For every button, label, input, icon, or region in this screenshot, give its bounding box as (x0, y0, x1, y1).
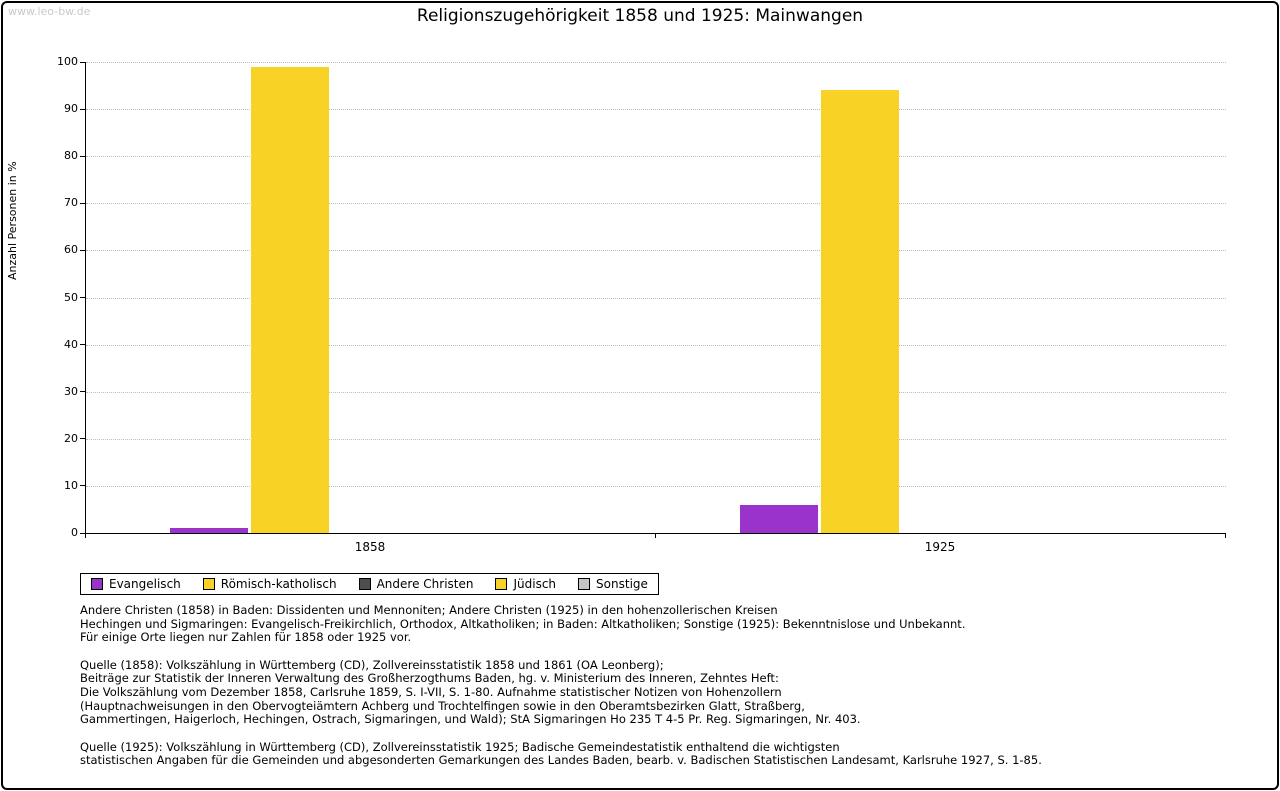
gridline (86, 203, 1226, 205)
y-axis-tick (80, 61, 85, 63)
y-tick-label: 40 (64, 337, 78, 351)
y-tick-label: 70 (64, 196, 78, 210)
legend-item: Sonstige (578, 577, 648, 591)
y-tick-label: 50 (64, 290, 78, 304)
y-axis-label: Anzahl Personen in % (6, 161, 19, 280)
bar-evangelisch-1858 (170, 528, 248, 533)
y-tick-label: 10 (64, 478, 78, 492)
y-axis-tick (80, 108, 85, 110)
y-axis-tick (80, 532, 85, 534)
y-axis-tick (80, 297, 85, 298)
y-axis-tick (80, 344, 85, 346)
x-axis-tick (655, 534, 656, 538)
gridline (86, 438, 1226, 440)
x-tick-label: 1858 (354, 540, 386, 554)
bar-evangelisch-1925 (740, 504, 818, 533)
legend-item: Andere Christen (358, 577, 474, 591)
legend-label: Jüdisch (513, 577, 557, 591)
x-tick-label: 1925 (924, 540, 956, 554)
plot-area (85, 62, 1226, 534)
legend: Evangelisch Römisch-katholisch Andere Chri… (80, 573, 659, 595)
legend-swatch-icon (495, 578, 508, 590)
legend-swatch-icon (578, 578, 591, 590)
y-tick-label: 30 (64, 384, 78, 398)
gridline (86, 156, 1226, 158)
legend-swatch-icon (358, 578, 371, 590)
footnote-source-1925: Quelle (1925): Volkszählung in Württembe… (80, 739, 1042, 768)
y-axis-tick (80, 485, 85, 487)
gridline (86, 109, 1226, 111)
x-axis-tick (85, 534, 86, 538)
bar-r-misch-katholisch-1925 (821, 90, 899, 533)
footnote-definitions: Andere Christen (1858) in Baden: Disside… (80, 603, 966, 645)
y-tick-label: 20 (64, 431, 78, 445)
gridline (86, 62, 1226, 63)
legend-item: Römisch-katholisch (202, 577, 337, 591)
legend-label: Evangelisch (109, 577, 181, 591)
y-axis-tick (80, 155, 85, 157)
y-axis-tick (80, 249, 85, 251)
x-axis-tick (1225, 534, 1226, 538)
y-tick-label: 90 (64, 102, 78, 116)
legend-label: Römisch-katholisch (220, 577, 337, 591)
bar-r-misch-katholisch-1858 (251, 66, 329, 533)
chart-title: Religionszugehörigkeit 1858 und 1925: Ma… (416, 6, 864, 26)
y-axis-tick (80, 202, 85, 204)
gridline (86, 297, 1226, 299)
watermark: www.leo-bw.de (8, 5, 91, 18)
y-axis-tick (80, 438, 85, 440)
gridline (86, 485, 1226, 487)
y-tick-label: 100 (57, 55, 78, 68)
legend-swatch-icon (91, 578, 103, 590)
footnotes: Andere Christen (1858) in Baden: Disside… (80, 603, 1244, 782)
footnote-source-1858: Quelle (1858): Volkszählung in Württembe… (80, 657, 861, 727)
y-tick-label: 80 (64, 149, 78, 163)
legend-label: Andere Christen (376, 577, 474, 591)
legend-label: Sonstige (596, 577, 648, 591)
gridline (86, 250, 1226, 252)
y-axis-tick (80, 391, 85, 393)
gridline (86, 391, 1226, 393)
legend-item: Jüdisch (495, 577, 556, 591)
legend-item: Evangelisch (91, 577, 181, 591)
y-tick-label: 0 (71, 526, 78, 539)
y-tick-label: 60 (64, 243, 78, 257)
gridline (86, 344, 1226, 346)
legend-swatch-icon (202, 578, 215, 590)
